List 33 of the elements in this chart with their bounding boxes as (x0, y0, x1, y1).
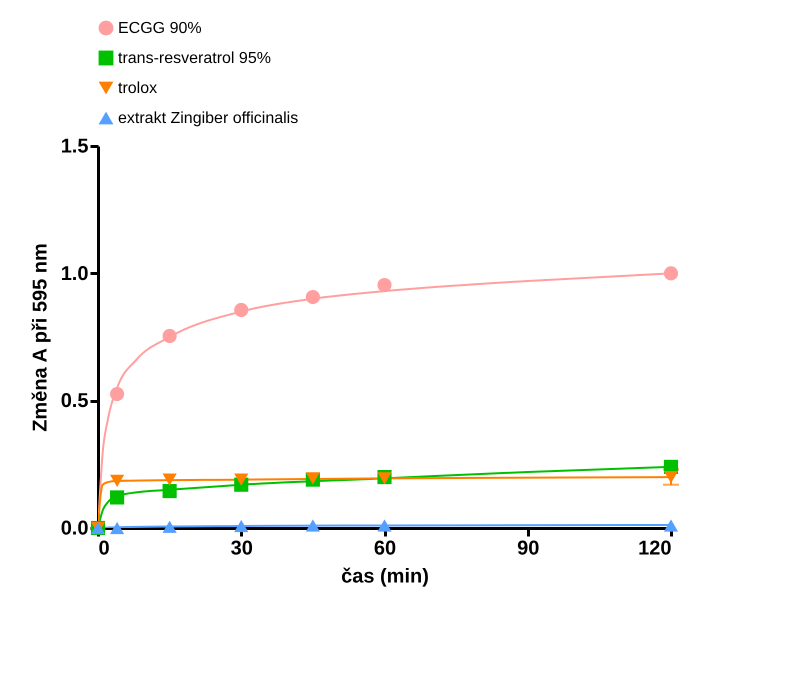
point (306, 290, 320, 304)
point (234, 473, 248, 486)
legend-label: trans-resveratrol 95% (118, 50, 271, 67)
point (162, 328, 177, 344)
x-tick-label: 30 (230, 538, 253, 560)
legend-label: extrakt Zingiber officinalis (118, 110, 298, 127)
y-tick-label: 0.0 (60, 518, 88, 540)
point (234, 520, 248, 532)
point (234, 302, 248, 318)
point (162, 484, 177, 498)
point (306, 472, 320, 484)
legend-label: ECGG 90% (118, 20, 202, 37)
y-tick-label: 1.0 (60, 262, 88, 285)
point (110, 474, 124, 488)
y-axis-title: Změna A při 595 nm (30, 243, 52, 432)
x-axis-title: čas (min) (341, 566, 429, 588)
point (110, 386, 124, 402)
point (664, 266, 678, 280)
x-tick-label: 90 (517, 538, 540, 560)
x-tick-label: 120 (638, 538, 672, 560)
point (110, 490, 124, 505)
point (110, 522, 124, 534)
y-tick-label: 1.5 (60, 136, 88, 158)
point (664, 519, 678, 532)
point (377, 278, 392, 292)
x-tick-label: 60 (374, 538, 396, 560)
point (306, 519, 320, 532)
x-tick-label: 0 (98, 538, 110, 560)
point (377, 519, 392, 532)
legend-label: trolox (118, 80, 158, 97)
point (162, 473, 177, 486)
y-tick-label: 0.5 (60, 390, 88, 412)
point (162, 520, 177, 533)
